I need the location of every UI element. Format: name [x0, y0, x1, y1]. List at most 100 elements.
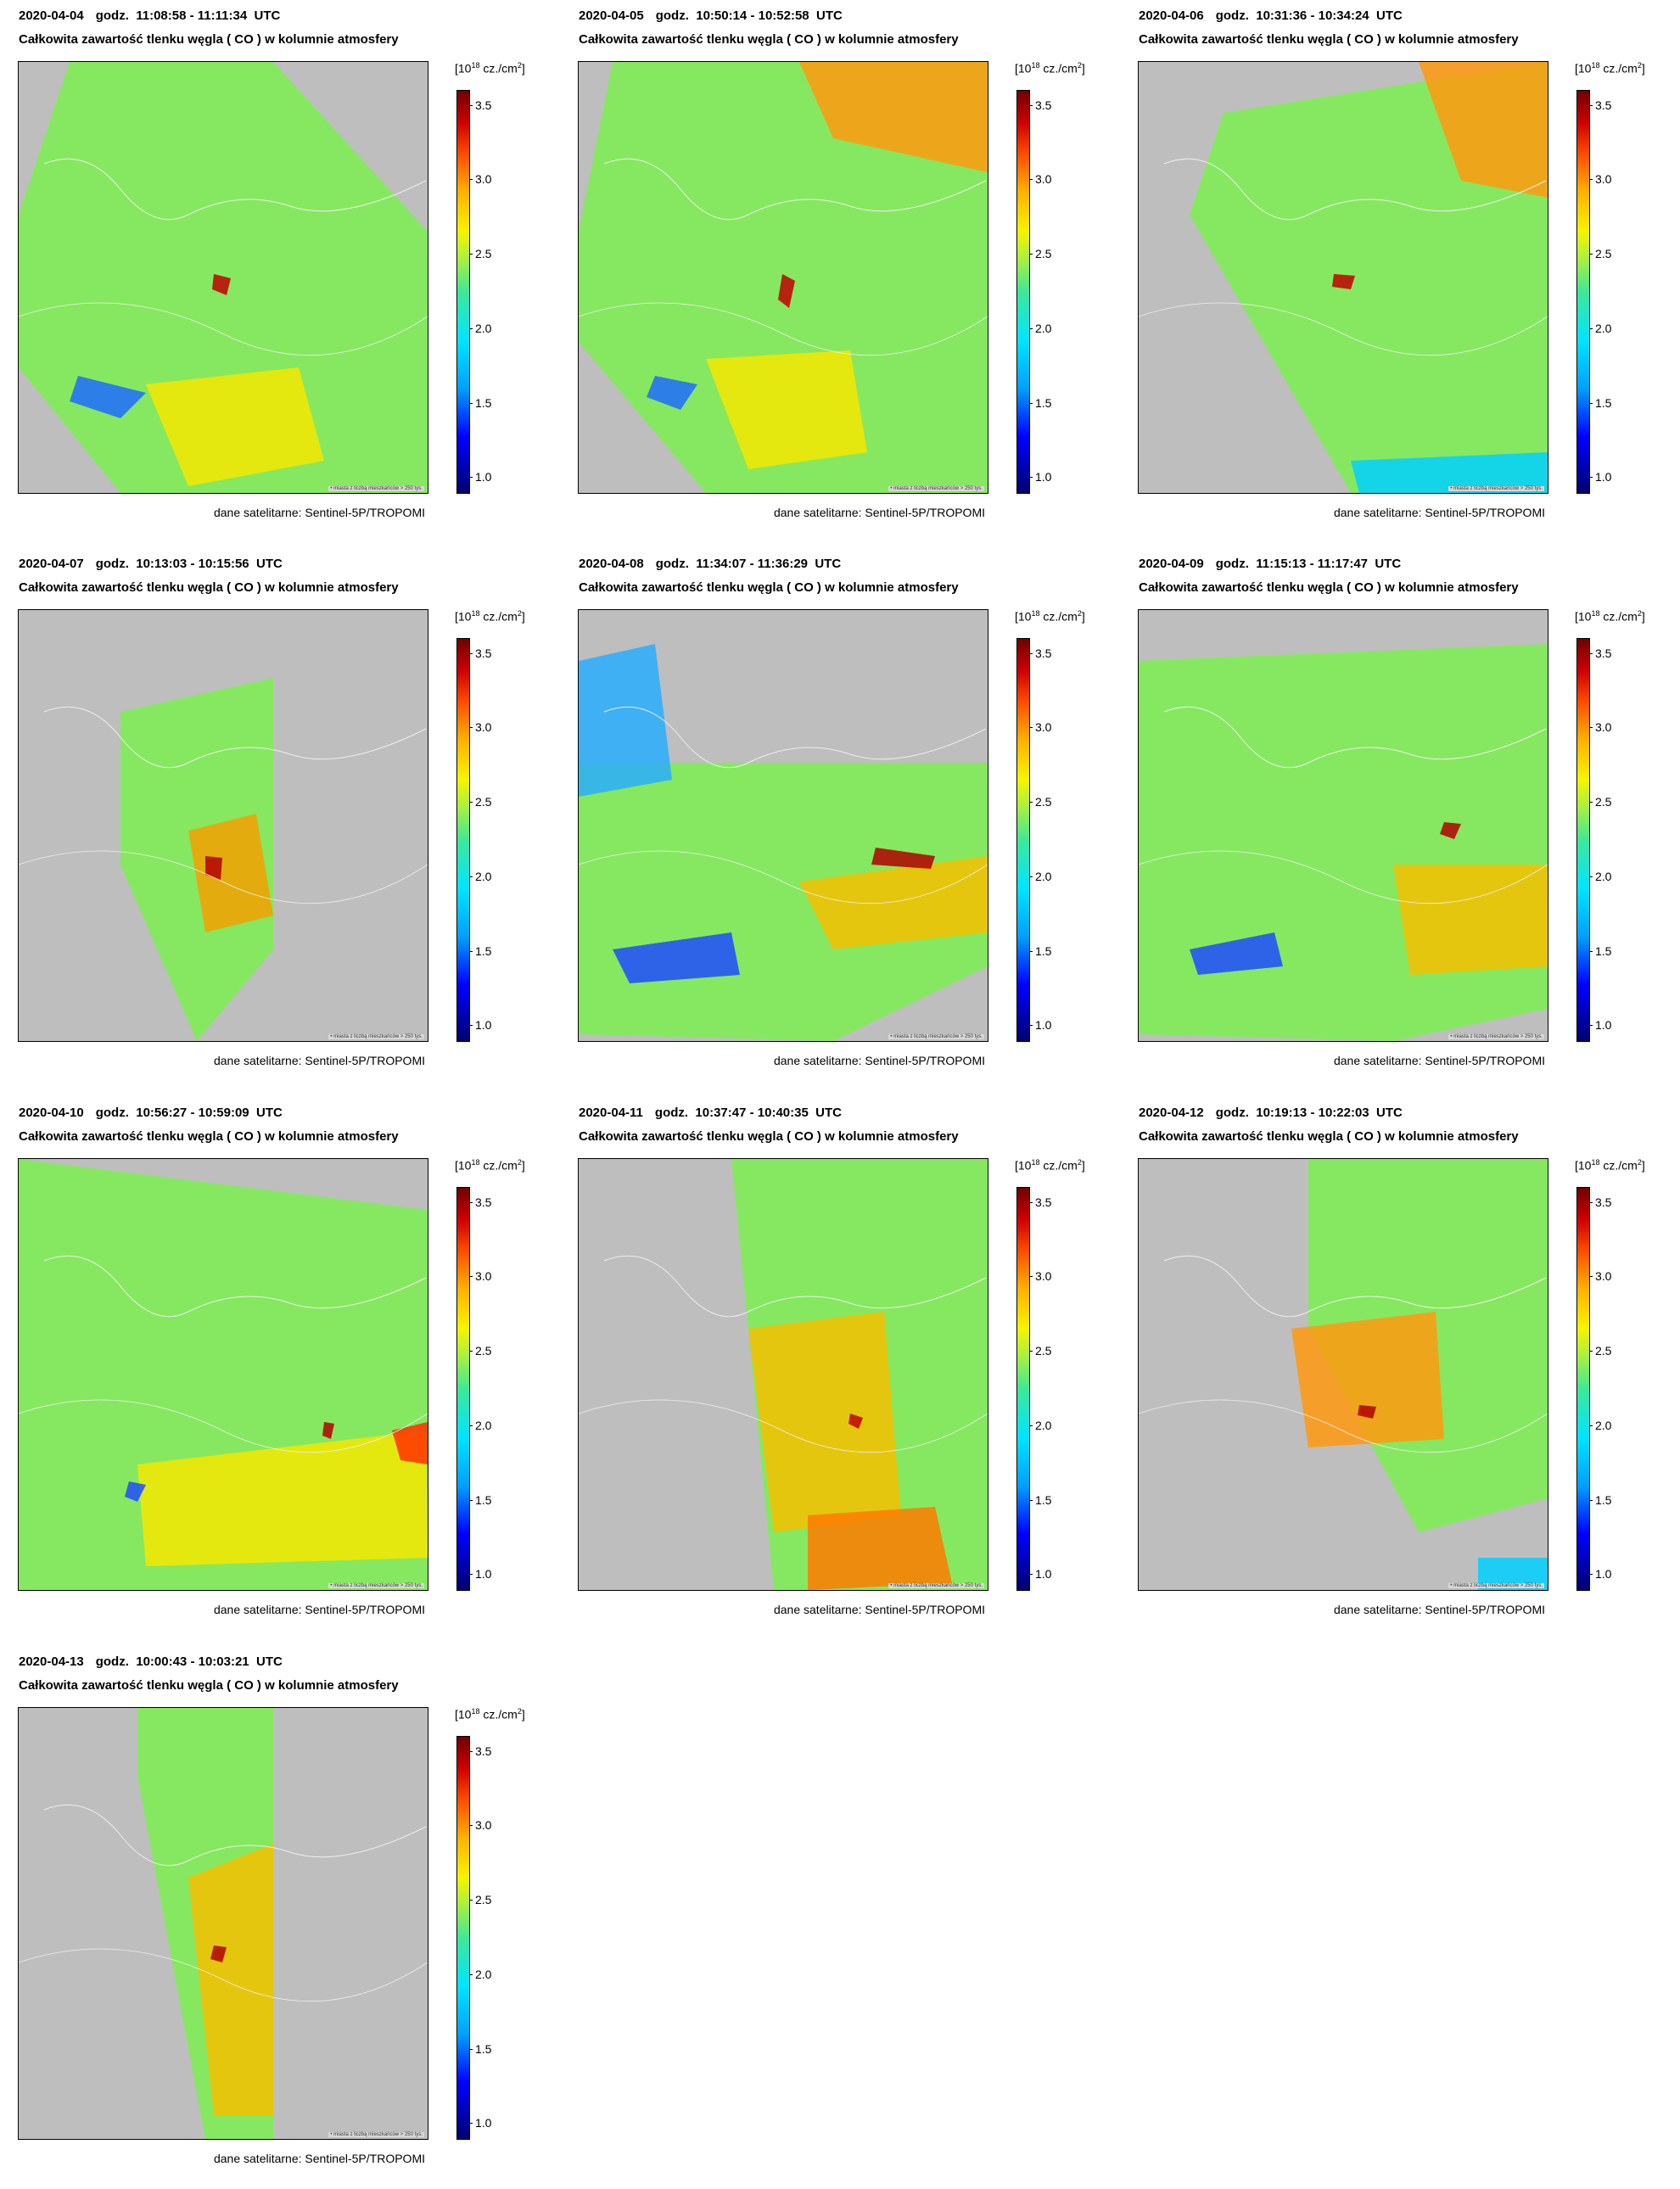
panel-header: 2020-04-09 godz. 11:15:13 - 11:17:47 UTC [1139, 557, 1401, 571]
co-map: • miasta z liczbą mieszkańców > 250 tys. [1138, 61, 1548, 494]
panel-header: 2020-04-13 godz. 10:00:43 - 10:03:21 UTC [19, 1654, 283, 1669]
border-line [1139, 850, 1548, 904]
colorbar-tick-mark [469, 876, 473, 877]
colorbar-tick-label: 3.0 [1035, 1269, 1052, 1284]
panel-title: Całkowita zawartość tlenku węgla ( CO ) … [19, 32, 399, 47]
colorbar-tick-mark [469, 402, 473, 404]
colorbar-tick-mark [469, 1574, 473, 1576]
colorbar-tick-label: 3.5 [1035, 98, 1052, 112]
panel-date: 2020-04-06 [1139, 8, 1204, 23]
data-credit: dane satelitarne: Sentinel-5P/TROPOMI [1333, 1054, 1545, 1067]
colorbar-tick-mark [469, 1973, 473, 1975]
panel-title: Całkowita zawartość tlenku węgla ( CO ) … [1139, 580, 1519, 595]
co-field-shape [125, 1481, 146, 1502]
colorbar-tick-mark [469, 2123, 473, 2125]
panel-time-label: godz. [1215, 557, 1249, 571]
colorbar-tick-label: 1.5 [1035, 1492, 1052, 1507]
co-map-svg [1139, 62, 1548, 493]
colorbar-tick-label: 2.5 [1595, 795, 1612, 809]
panel-time: 10:13:03 - 10:15:56 [136, 557, 249, 571]
panel-tz: UTC [256, 1106, 283, 1120]
co-field-shape [1351, 452, 1548, 493]
colorbar-tick-mark [1029, 1499, 1033, 1501]
colorbar-tick-mark [1589, 1499, 1593, 1501]
colorbar-tick-mark [1029, 104, 1033, 106]
colorbar-tick-mark [1589, 402, 1593, 404]
colorbar-tick-label: 3.0 [1035, 172, 1052, 187]
co-field-shape [1419, 62, 1548, 198]
colorbar-tick-label: 1.5 [1035, 943, 1052, 958]
map-note: • miasta z liczbą mieszkańców > 250 tys. [328, 1583, 424, 1588]
colorbar-tick-mark [1589, 254, 1593, 255]
co-field-shape [848, 1414, 863, 1429]
co-map-svg [19, 62, 428, 493]
co-map-svg [1139, 610, 1548, 1041]
panel-time-label: godz. [95, 557, 129, 571]
panel-date: 2020-04-08 [579, 557, 644, 571]
colorbar-tick-label: 1.5 [475, 395, 492, 410]
colorbar-unit: [1018 cz./cm2] [1015, 1158, 1085, 1173]
data-credit: dane satelitarne: Sentinel-5P/TROPOMI [213, 1603, 425, 1616]
map-panel: 2020-04-06 godz. 10:31:36 - 10:34:24 UTC … [1120, 0, 1663, 543]
co-field-shape [188, 814, 273, 932]
colorbar-tick-mark [1029, 876, 1033, 877]
coastline [43, 706, 427, 769]
map-panel: 2020-04-07 godz. 10:13:03 - 10:15:56 UTC … [0, 548, 543, 1091]
border-line [579, 850, 988, 904]
colorbar-tick-mark [1589, 1276, 1593, 1278]
co-field-shape [392, 1422, 428, 1464]
colorbar-tick-label: 3.5 [475, 98, 492, 112]
panel-header: 2020-04-11 godz. 10:37:47 - 10:40:35 UTC [579, 1106, 842, 1120]
coastline [43, 1255, 427, 1318]
colorbar-tick-mark [1589, 950, 1593, 952]
colorbar-tick-mark [1029, 1425, 1033, 1426]
colorbar-tick-label: 2.0 [1035, 869, 1052, 883]
co-map-svg [579, 610, 988, 1041]
co-field-shape [799, 856, 988, 949]
panel-time: 10:37:47 - 10:40:35 [695, 1106, 809, 1120]
co-map-svg [579, 1159, 988, 1590]
colorbar-tick-label: 1.5 [1595, 395, 1612, 410]
co-field-shape [871, 848, 935, 869]
map-panel: 2020-04-09 godz. 11:15:13 - 11:17:47 UTC … [1120, 548, 1663, 1091]
panel-time-label: godz. [655, 8, 689, 23]
co-field-shape [1190, 932, 1283, 975]
border-line [19, 302, 428, 356]
colorbar-tick-label: 2.0 [1035, 321, 1052, 335]
colorbar-tick-mark [469, 727, 473, 729]
coastline [603, 1255, 987, 1318]
co-map: • miasta z liczbą mieszkańców > 250 tys. [1138, 609, 1548, 1042]
colorbar [456, 1187, 470, 1591]
colorbar-tick-label: 1.0 [475, 1567, 492, 1582]
colorbar-tick-label: 1.5 [1595, 943, 1612, 958]
panel-time: 11:15:13 - 11:17:47 [1256, 557, 1368, 571]
colorbar-tick-label: 3.5 [475, 1744, 492, 1758]
colorbar [456, 1736, 470, 2140]
border-line [19, 850, 428, 904]
colorbar-tick-label: 2.0 [475, 1418, 492, 1432]
colorbar-tick-label: 1.5 [1035, 395, 1052, 410]
colorbar-unit: [1018 cz./cm2] [1575, 61, 1645, 76]
colorbar-unit: [1018 cz./cm2] [1575, 1158, 1645, 1173]
map-panel: 2020-04-05 godz. 10:50:14 - 10:52:58 UTC … [560, 0, 1103, 543]
colorbar [1016, 1187, 1030, 1591]
colorbar-tick-mark [469, 1425, 473, 1426]
colorbar-tick-mark [1589, 876, 1593, 877]
map-note: • miasta z liczbą mieszkańców > 250 tys. [1448, 486, 1544, 491]
panel-tz: UTC [1376, 8, 1403, 23]
colorbar-tick-mark [469, 328, 473, 329]
colorbar-tick-label: 1.0 [1035, 1018, 1052, 1033]
colorbar-unit: [1018 cz./cm2] [455, 1158, 525, 1173]
map-note: • miasta z liczbą mieszkańców > 250 tys. [888, 486, 984, 491]
data-credit: dane satelitarne: Sentinel-5P/TROPOMI [773, 1603, 985, 1616]
border-line [579, 302, 988, 356]
map-note: • miasta z liczbą mieszkańców > 250 tys. [328, 486, 424, 491]
colorbar-tick-mark [1589, 477, 1593, 479]
colorbar-tick-mark [469, 950, 473, 952]
co-field-shape [1291, 1312, 1444, 1447]
border-line [1139, 302, 1548, 356]
colorbar-tick-label: 3.5 [1035, 1195, 1052, 1209]
colorbar-tick-mark [469, 1025, 473, 1027]
panel-time: 10:56:27 - 10:59:09 [136, 1106, 249, 1120]
colorbar-tick-label: 2.5 [1035, 1344, 1052, 1358]
